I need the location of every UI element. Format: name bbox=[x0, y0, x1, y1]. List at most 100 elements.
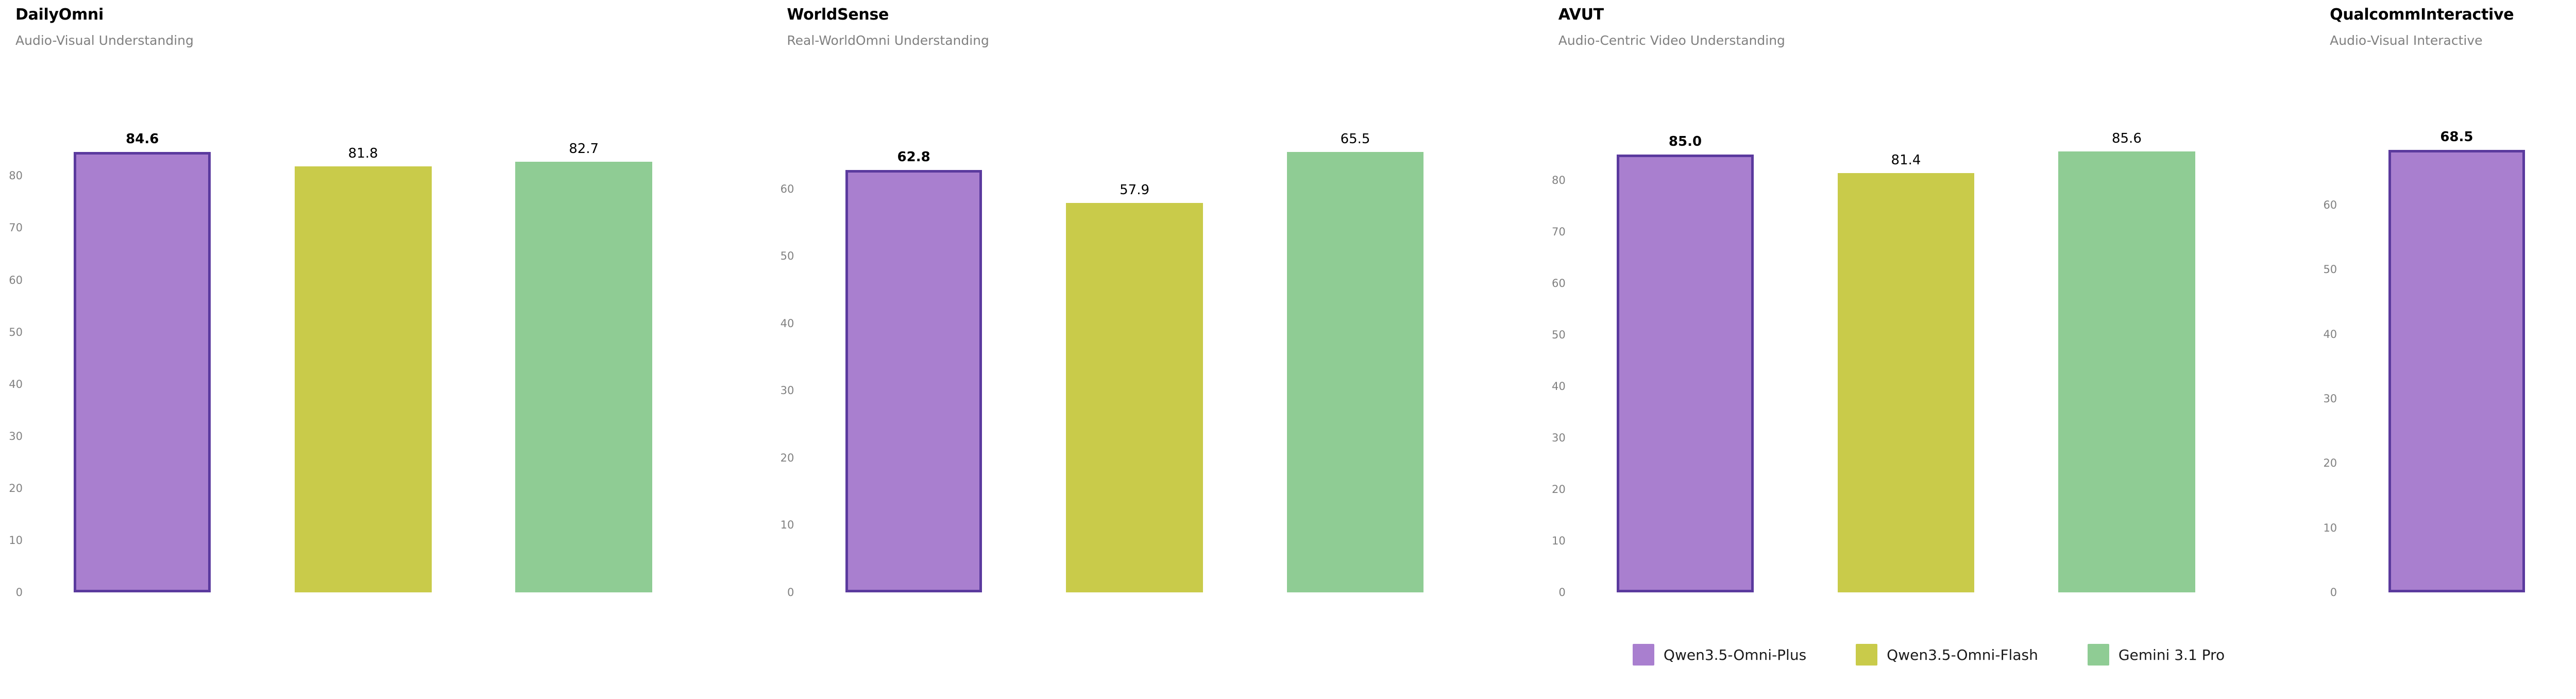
bar[interactable] bbox=[845, 170, 982, 592]
y-axis-tick-label: 70 bbox=[1552, 226, 1566, 238]
y-axis: 0 10 20 30 40 50 60 70 80 bbox=[0, 77, 771, 603]
y-axis-tick-label: 20 bbox=[2323, 457, 2337, 470]
panel-title: AVUT bbox=[1558, 6, 1604, 24]
y-axis-tick-label: 50 bbox=[2323, 263, 2337, 276]
y-axis-tick-label: 30 bbox=[9, 430, 23, 442]
bar-group: 82.7 bbox=[515, 77, 652, 603]
y-axis-tick-label: 20 bbox=[9, 482, 23, 495]
bar-value-label: 85.0 bbox=[1668, 134, 1702, 149]
y-axis-tick-label: 60 bbox=[1552, 277, 1566, 289]
bar-value-label: 81.4 bbox=[1891, 152, 1921, 168]
y-axis-tick-label: 30 bbox=[1552, 432, 1566, 444]
plot-area: 0 10 20 30 40 50 60 70 80 84.6 81.8 82.7 bbox=[0, 77, 771, 603]
bar-group: 68.5 bbox=[2388, 77, 2526, 603]
bar-value-label: 85.6 bbox=[2111, 131, 2142, 146]
bar-value-label: 68.5 bbox=[2440, 129, 2473, 145]
y-axis-tick-label: 10 bbox=[9, 534, 23, 547]
y-axis-tick-label: 40 bbox=[2323, 328, 2337, 340]
panel-subtitle: Audio-Visual Understanding bbox=[15, 33, 194, 48]
y-axis-tick-label: 70 bbox=[9, 221, 23, 234]
bars-group: 68.566.366.2 bbox=[2314, 77, 2576, 603]
bar-group: 84.6 bbox=[74, 77, 211, 603]
bar-group: 62.8 bbox=[845, 77, 982, 603]
panel-subtitle: Real-WorldOmni Understanding bbox=[787, 33, 989, 48]
panel-header: WorldSense Real-WorldOmni Understanding bbox=[771, 0, 1543, 47]
panel-title: DailyOmni bbox=[15, 6, 104, 24]
y-axis: 0 10 20 30 40 50 60 70 80 bbox=[1543, 77, 2314, 603]
bars-group: 84.6 81.8 82.7 bbox=[0, 77, 771, 603]
y-axis-tick-label: 30 bbox=[780, 384, 794, 397]
bar-group: 65.5 bbox=[1286, 77, 1424, 603]
plot-area: 0 10 20 30 40 50 60 62.8 57.9 65.5 bbox=[771, 77, 1543, 603]
bar-value-label: 82.7 bbox=[569, 141, 599, 157]
bars-group: 62.8 57.9 65.5 bbox=[771, 77, 1543, 603]
bar[interactable] bbox=[2058, 151, 2195, 592]
y-axis-tick-label: 50 bbox=[9, 326, 23, 338]
bar[interactable] bbox=[1066, 203, 1203, 592]
y-axis-tick-label: 80 bbox=[9, 169, 23, 182]
y-axis-tick-label: 20 bbox=[1552, 483, 1566, 496]
chart-legend: Qwen3.5-Omni-Plus Qwen3.5-Omni-Flash Gemin… bbox=[0, 644, 2576, 666]
bar-group: 81.8 bbox=[294, 77, 432, 603]
bar-value-label: 65.5 bbox=[1340, 131, 1370, 147]
y-axis: 0 10 20 30 40 50 60 bbox=[771, 77, 1543, 603]
bar-group: 57.9 bbox=[1066, 77, 1203, 603]
y-axis-tick-label: 30 bbox=[2323, 393, 2337, 405]
y-axis-tick-label: 0 bbox=[15, 586, 23, 599]
plot-area: 0 10 20 30 40 50 60 70 80 85.0 81.4 85.6 bbox=[1543, 77, 2314, 603]
y-axis-tick-label: 40 bbox=[1552, 380, 1566, 393]
legend-swatch-icon bbox=[1632, 644, 1654, 666]
y-axis-tick-label: 60 bbox=[9, 274, 23, 286]
panel-header: DailyOmni Audio-Visual Understanding bbox=[0, 0, 771, 47]
y-axis-tick-label: 40 bbox=[780, 317, 794, 330]
y-axis-tick-label: 0 bbox=[787, 586, 794, 599]
bar-value-label: 81.8 bbox=[348, 146, 378, 162]
panel-title: QualcommInteractive bbox=[2330, 6, 2514, 24]
panel-header: QualcommInteractive Audio-Visual Interact… bbox=[2314, 0, 2576, 47]
y-axis-tick-label: 10 bbox=[2323, 521, 2337, 534]
legend-swatch-icon bbox=[1856, 644, 1878, 666]
bar[interactable] bbox=[1286, 151, 1424, 592]
legend-item[interactable]: Qwen3.5-Omni-Plus bbox=[1632, 644, 1807, 666]
y-axis-tick-label: 20 bbox=[780, 451, 794, 464]
y-axis-tick-label: 0 bbox=[1558, 586, 1566, 599]
bar-group: 81.4 bbox=[1837, 77, 1975, 603]
bar[interactable] bbox=[1837, 173, 1975, 592]
legend-item[interactable]: Qwen3.5-Omni-Flash bbox=[1856, 644, 2038, 666]
legend-label: Gemini 3.1 Pro bbox=[2118, 646, 2225, 663]
y-axis-tick-label: 10 bbox=[1552, 535, 1566, 547]
y-axis-tick-label: 0 bbox=[2330, 586, 2337, 599]
bar-group: 85.6 bbox=[2058, 77, 2195, 603]
y-axis-tick-label: 80 bbox=[1552, 174, 1566, 186]
benchmark-panel: WorldSense Real-WorldOmni Understanding 0 1… bbox=[771, 0, 1543, 634]
bar-value-label: 57.9 bbox=[1120, 182, 1150, 198]
bar[interactable] bbox=[1617, 155, 1754, 592]
panel-subtitle: Audio-Visual Interactive bbox=[2330, 33, 2483, 48]
bar-group: 85.0 bbox=[1617, 77, 1754, 603]
benchmark-panel: QualcommInteractive Audio-Visual Interact… bbox=[2314, 0, 2576, 634]
legend-swatch-icon bbox=[2087, 644, 2109, 666]
y-axis-tick-label: 10 bbox=[780, 519, 794, 532]
bar[interactable] bbox=[515, 162, 652, 592]
y-axis-tick-label: 50 bbox=[780, 250, 794, 263]
bar[interactable] bbox=[294, 166, 432, 592]
benchmark-panels-row: DailyOmni Audio-Visual Understanding 0 10 20… bbox=[0, 0, 2576, 634]
legend-label: Qwen3.5-Omni-Flash bbox=[1887, 646, 2038, 663]
bars-group: 85.0 81.4 85.6 bbox=[1543, 77, 2314, 603]
bar[interactable] bbox=[74, 151, 211, 592]
bar-value-label: 62.8 bbox=[897, 149, 930, 165]
legend-label: Qwen3.5-Omni-Plus bbox=[1663, 646, 1807, 663]
benchmark-panel: AVUT Audio-Centric Video Understanding 0 10… bbox=[1543, 0, 2314, 634]
benchmark-panel: DailyOmni Audio-Visual Understanding 0 10 20… bbox=[0, 0, 771, 634]
panel-subtitle: Audio-Centric Video Understanding bbox=[1558, 33, 1785, 48]
panel-header: AVUT Audio-Centric Video Understanding bbox=[1543, 0, 2314, 47]
bar-value-label: 84.6 bbox=[126, 131, 159, 147]
y-axis: 0 10 20 30 40 50 60 bbox=[2314, 77, 2576, 603]
bar[interactable] bbox=[2388, 150, 2526, 592]
y-axis-tick-label: 60 bbox=[780, 182, 794, 195]
legend-item[interactable]: Gemini 3.1 Pro bbox=[2087, 644, 2225, 666]
y-axis-tick-label: 40 bbox=[9, 378, 23, 390]
y-axis-tick-label: 60 bbox=[2323, 199, 2337, 211]
y-axis-tick-label: 50 bbox=[1552, 329, 1566, 341]
